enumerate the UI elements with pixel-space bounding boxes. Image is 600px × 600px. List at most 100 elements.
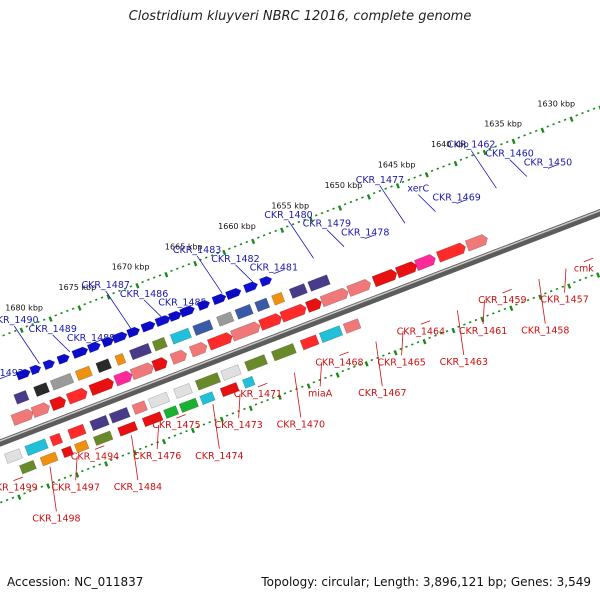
label-leader: [379, 185, 406, 224]
gene-block-reverse: [299, 334, 320, 351]
outer-tick: [476, 151, 480, 155]
gene-label: CKR_1470: [277, 419, 325, 430]
inner-tick: [463, 323, 466, 326]
inner-tick: [370, 358, 374, 362]
outer-tick: [314, 214, 318, 217]
outer-tick: [337, 205, 342, 211]
outer-tick: [523, 134, 526, 137]
gene-label: xerC: [407, 184, 429, 195]
label-leader: [365, 234, 375, 239]
inner-tick: [561, 285, 565, 288]
inner-tick: [225, 414, 229, 417]
gene-block-forward-small: [126, 326, 141, 339]
outer-tick: [19, 327, 24, 334]
inner-tick: [393, 349, 398, 356]
inner-tick: [28, 490, 32, 493]
inner-tick-track: [0, 272, 600, 504]
inner-tick: [121, 454, 125, 457]
gene-block-forward-small: [42, 359, 56, 371]
outer-tick: [384, 187, 387, 190]
outer-tick: [586, 109, 590, 113]
label-leader: [509, 159, 528, 177]
gene-block-forward-small: [111, 331, 128, 344]
inner-tick: [567, 283, 572, 289]
gene-block-forward: [10, 408, 34, 426]
gene-block-reverse-color: [92, 430, 114, 446]
inner-tick: [57, 478, 61, 482]
outer-tick: [112, 291, 115, 295]
inner-tick: [40, 485, 44, 488]
label-leader: [417, 194, 436, 212]
inner-tick: [497, 310, 501, 313]
gene-label: CKR_1474: [195, 451, 243, 462]
gene-label: CKR_1463: [440, 357, 488, 368]
outer-tick: [170, 269, 173, 273]
inner-tick: [329, 374, 333, 377]
outer-tick: [309, 216, 314, 222]
outer-tick: [147, 278, 150, 281]
label-leader: [456, 310, 465, 355]
outer-tick: [164, 271, 169, 278]
gene-label: CKR_1480: [264, 210, 312, 221]
gene-block-reverse: [24, 438, 49, 457]
inner-tick: [98, 463, 102, 466]
outer-tick: [89, 300, 92, 304]
outer-tick: [563, 118, 567, 121]
inner-tick: [283, 392, 287, 395]
outer-tick: [465, 156, 469, 159]
inner-tick: [532, 296, 536, 299]
inner-tick: [382, 354, 385, 357]
outer-tick: [488, 147, 492, 150]
kbp-scale-label: 1660 kbp: [218, 222, 256, 231]
outer-tick: [48, 316, 53, 322]
gene-block-forward-small: [15, 368, 31, 381]
outer-tick: [494, 145, 497, 148]
gene-block-forward-small: [154, 315, 171, 328]
kbp-scale-labels: 1630 kbp 1635 kbp 1640 kbp 1645 kbp 1650 kbp…: [5, 99, 575, 312]
outer-tick: [505, 140, 509, 144]
outer-tick: [407, 178, 411, 181]
outer-tick: [453, 160, 458, 167]
gene-block-forward-small: [196, 299, 211, 311]
outer-tick: [187, 263, 191, 266]
backbone-line: [0, 208, 600, 447]
outer-tick: [233, 245, 237, 248]
inner-tick: [133, 449, 138, 456]
inner-tick: [23, 492, 26, 495]
gene-label: CKR_1481: [250, 263, 298, 274]
inner-tick: [202, 423, 206, 426]
gene-block-forward-small: [29, 364, 42, 376]
inner-tick: [115, 456, 119, 459]
gene-block-reverse: [147, 391, 171, 409]
outer-tick: [291, 223, 295, 226]
outer-tick: [118, 289, 121, 293]
gene-block-forward: [113, 370, 133, 387]
outer-tick: [2, 334, 5, 337]
gene-label: CKR_1458: [521, 326, 569, 337]
inner-tick: [306, 383, 311, 389]
outer-tick: [482, 149, 487, 156]
outer-tick: [569, 116, 574, 122]
outer-tick: [193, 260, 198, 267]
label-leader: [502, 289, 512, 294]
label-leader: [547, 164, 558, 169]
label-leader: [131, 435, 139, 481]
inner-tick: [451, 327, 456, 334]
outer-tick: [158, 274, 162, 277]
outer-tick: [106, 294, 111, 300]
gene-block-reverse-color: [163, 405, 180, 419]
inner-tick: [81, 470, 84, 473]
outer-tick: [135, 283, 140, 289]
inner-tick: [520, 301, 524, 304]
gene-block-forward: [229, 321, 261, 342]
outer-tick: [332, 207, 335, 210]
inner-tick: [515, 303, 518, 306]
gene-block-forward: [30, 402, 50, 419]
outer-tick: [31, 323, 34, 326]
outer-tick: [459, 158, 463, 161]
inner-tick: [410, 343, 414, 346]
gene-label: CKR_1461: [459, 326, 507, 337]
gene-block-forward: [88, 377, 114, 396]
gene-block-forward-small: [259, 276, 273, 287]
